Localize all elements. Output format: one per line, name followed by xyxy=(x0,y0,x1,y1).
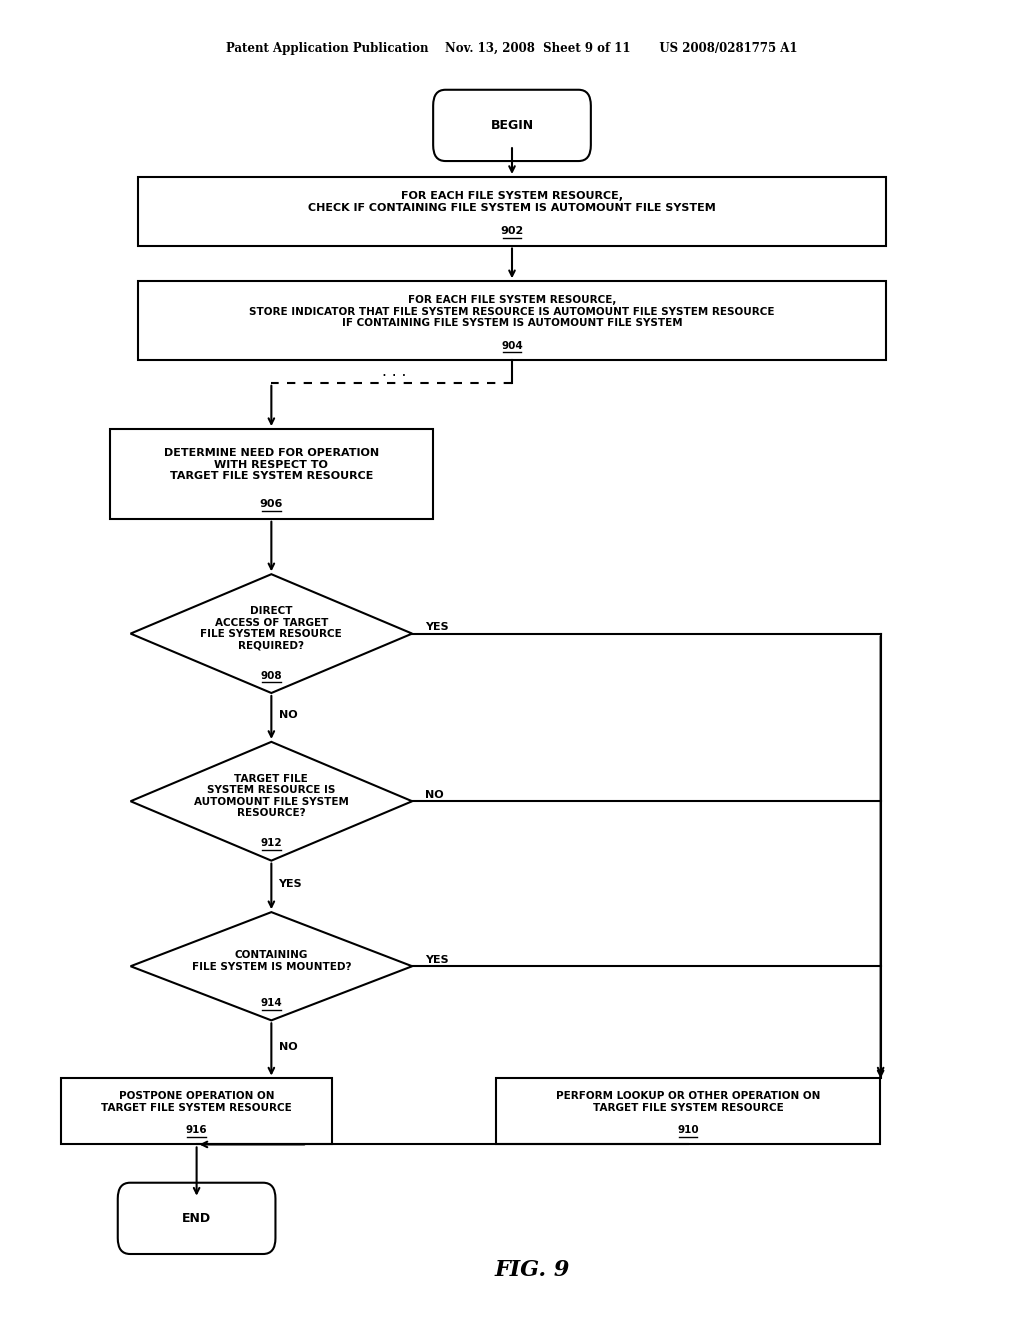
Polygon shape xyxy=(131,912,412,1020)
Text: PERFORM LOOKUP OR OTHER OPERATION ON
TARGET FILE SYSTEM RESOURCE: PERFORM LOOKUP OR OTHER OPERATION ON TAR… xyxy=(556,1092,820,1113)
FancyBboxPatch shape xyxy=(433,90,591,161)
Text: 904: 904 xyxy=(501,341,523,351)
Text: CONTAINING
FILE SYSTEM IS MOUNTED?: CONTAINING FILE SYSTEM IS MOUNTED? xyxy=(191,950,351,972)
Text: FOR EACH FILE SYSTEM RESOURCE,
STORE INDICATOR THAT FILE SYSTEM RESOURCE IS AUTO: FOR EACH FILE SYSTEM RESOURCE, STORE IND… xyxy=(249,294,775,329)
Text: NO: NO xyxy=(279,1041,297,1052)
Polygon shape xyxy=(131,574,412,693)
Text: NO: NO xyxy=(279,710,297,721)
Text: 906: 906 xyxy=(260,499,283,510)
Text: BEGIN: BEGIN xyxy=(490,119,534,132)
Text: DIRECT
ACCESS OF TARGET
FILE SYSTEM RESOURCE
REQUIRED?: DIRECT ACCESS OF TARGET FILE SYSTEM RESO… xyxy=(201,606,342,651)
FancyBboxPatch shape xyxy=(118,1183,275,1254)
Polygon shape xyxy=(131,742,412,861)
Text: 902: 902 xyxy=(501,226,523,236)
Text: FOR EACH FILE SYSTEM RESOURCE,
CHECK IF CONTAINING FILE SYSTEM IS AUTOMOUNT FILE: FOR EACH FILE SYSTEM RESOURCE, CHECK IF … xyxy=(308,191,716,213)
Text: 914: 914 xyxy=(260,998,283,1008)
Text: DETERMINE NEED FOR OPERATION
WITH RESPECT TO
TARGET FILE SYSTEM RESOURCE: DETERMINE NEED FOR OPERATION WITH RESPEC… xyxy=(164,447,379,482)
Text: . . .: . . . xyxy=(382,364,407,379)
Text: END: END xyxy=(182,1212,211,1225)
Text: POSTPONE OPERATION ON
TARGET FILE SYSTEM RESOURCE: POSTPONE OPERATION ON TARGET FILE SYSTEM… xyxy=(101,1092,292,1113)
FancyBboxPatch shape xyxy=(138,281,886,360)
Text: NO: NO xyxy=(425,789,443,800)
Text: 910: 910 xyxy=(677,1125,699,1135)
FancyBboxPatch shape xyxy=(138,177,886,246)
Text: YES: YES xyxy=(425,954,449,965)
Text: Patent Application Publication    Nov. 13, 2008  Sheet 9 of 11       US 2008/028: Patent Application Publication Nov. 13, … xyxy=(226,42,798,55)
Text: 908: 908 xyxy=(260,671,283,681)
FancyBboxPatch shape xyxy=(61,1078,332,1144)
FancyBboxPatch shape xyxy=(497,1078,881,1144)
Text: TARGET FILE
SYSTEM RESOURCE IS
AUTOMOUNT FILE SYSTEM
RESOURCE?: TARGET FILE SYSTEM RESOURCE IS AUTOMOUNT… xyxy=(194,774,349,818)
Text: 916: 916 xyxy=(185,1125,208,1135)
Text: YES: YES xyxy=(279,879,302,890)
Text: 912: 912 xyxy=(260,838,283,849)
Text: YES: YES xyxy=(425,622,449,632)
Text: FIG. 9: FIG. 9 xyxy=(495,1259,570,1280)
FancyBboxPatch shape xyxy=(111,429,432,519)
